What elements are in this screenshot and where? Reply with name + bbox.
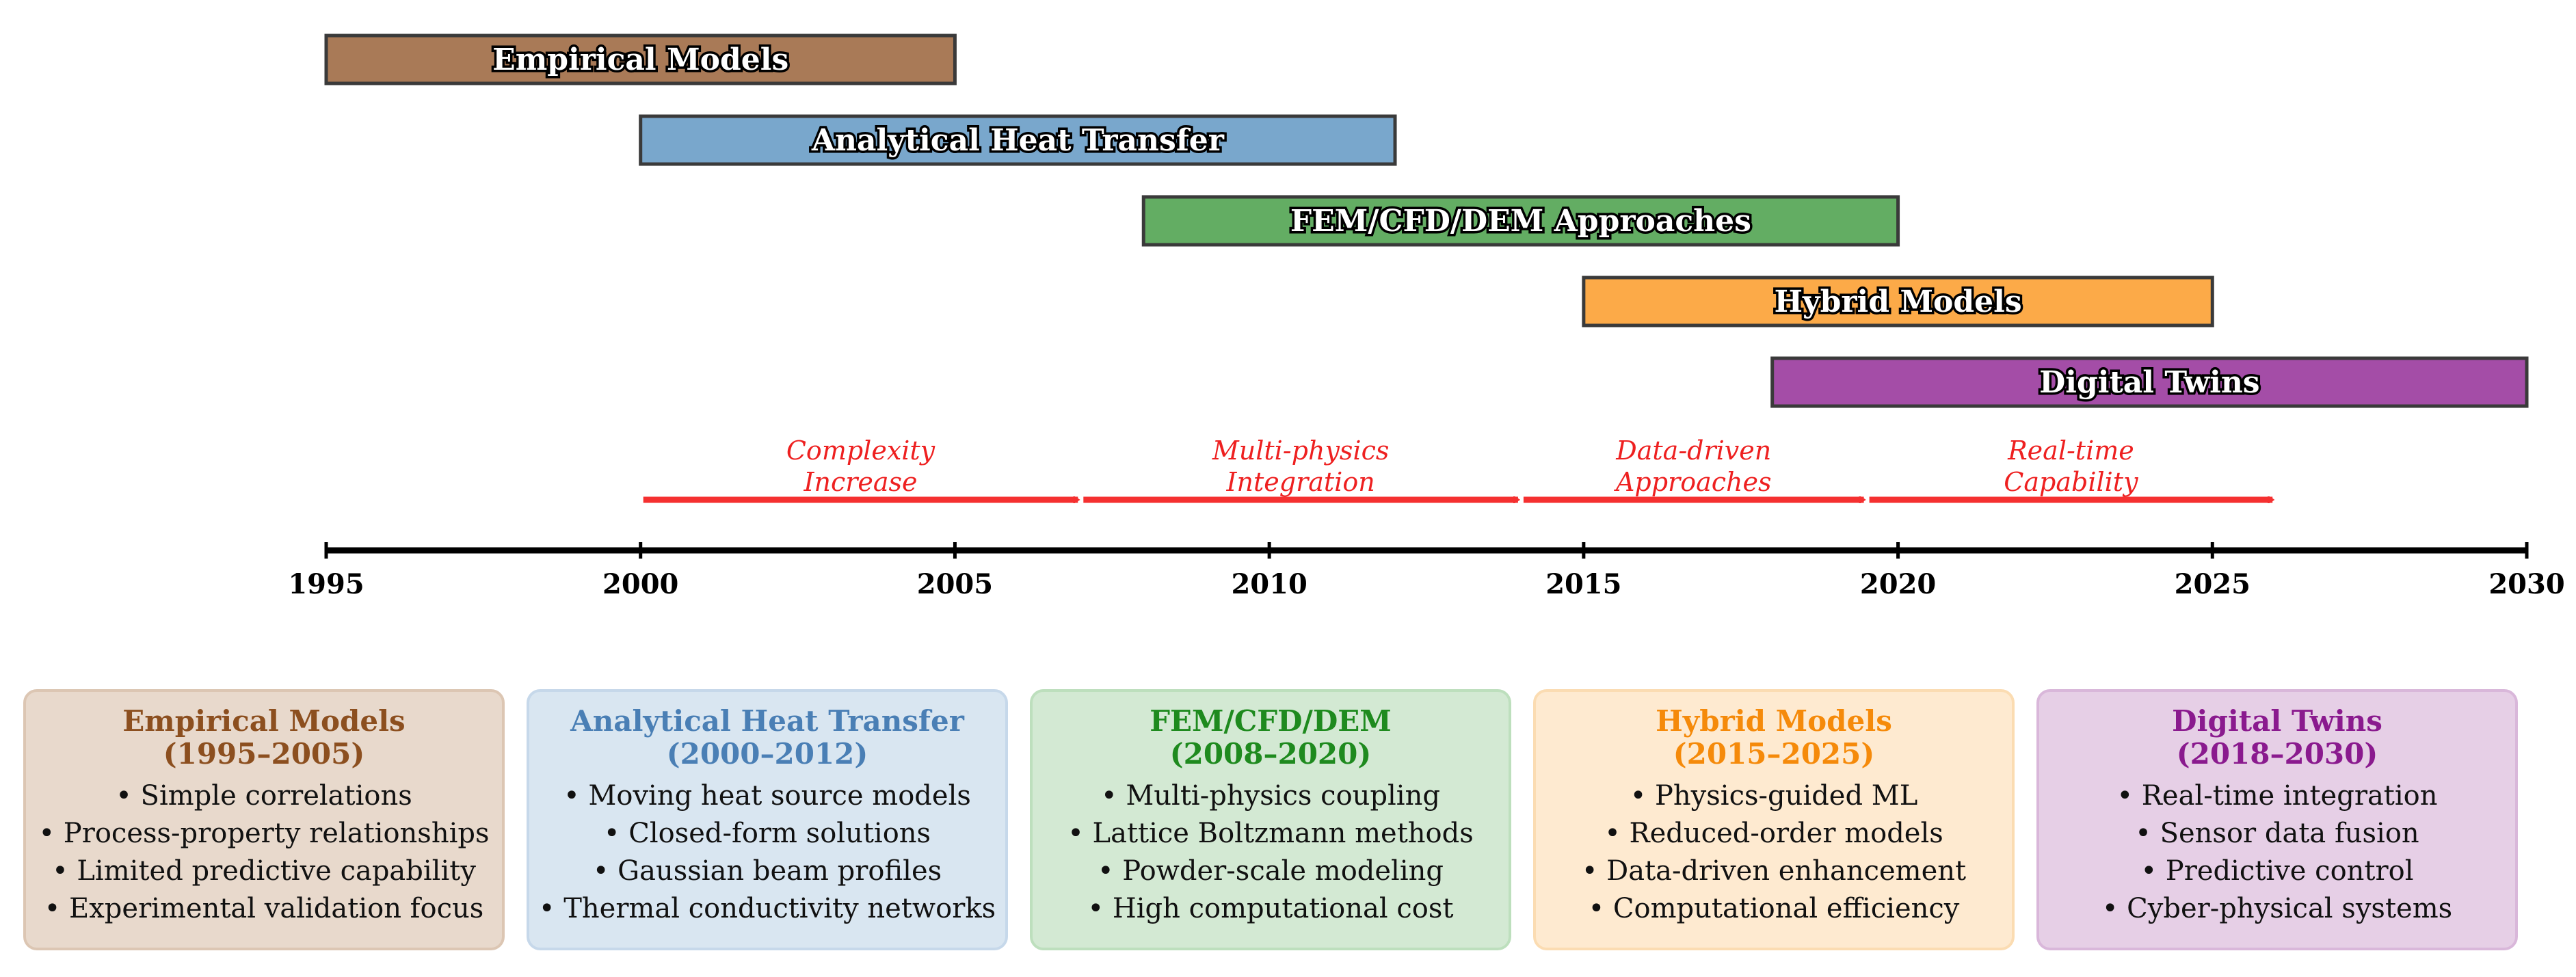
card-bullet-item: • Process-property relationships [38,818,489,849]
card-title: Analytical Heat Transfer [570,704,965,738]
transition-label-line2: Integration [1226,467,1375,497]
card-bullet-item: • Physics-guided ML [1630,780,1918,812]
card-period: (2015–2025) [1673,737,1875,771]
card-bullet-item: • Moving heat source models [563,780,971,812]
period-bar [324,34,957,85]
description-card [23,689,505,950]
card-bullet-item: • Data-driven enhancement [1582,855,1966,887]
card-bullet-item: • Lattice Boltzmann methods [1067,818,1474,849]
card-bullet-item: • Experimental validation focus [44,893,484,924]
card-period: (2008–2020) [1170,737,1372,771]
axis-tick-label: 2005 [917,568,993,600]
period-bar [1141,195,1900,247]
period-bar-label: Hybrid Models [1774,284,2021,319]
transition-label-line1: Complexity [786,436,935,466]
axis-tick-label: 2025 [2175,568,2250,600]
transition-label-line2: Capability [2004,467,2138,497]
axis-tick-label: 2010 [1231,568,1307,600]
card-period: (1995–2005) [163,737,365,771]
card-bullet-item: • Closed-form solutions [604,818,931,849]
card-bullet-item: • Limited predictive capability [52,855,476,887]
card-title: FEM/CFD/DEM [1150,704,1392,738]
card-bullet-item: • Predictive control [2141,855,2414,887]
transition-label-line2: Increase [803,467,917,497]
card-bullet-item: • High computational cost [1088,893,1454,924]
card-bullet-item: • Simple correlations [116,780,412,812]
period-bar-label: Analytical Heat Transfer [811,123,1225,158]
period-bar-label: Digital Twins [2039,365,2259,400]
card-period: (2018–2030) [2177,737,2378,771]
axis-tick-label: 2020 [1860,568,1936,600]
axis-tick-label: 2000 [602,568,678,600]
card-bullet-item: • Multi-physics coupling [1101,780,1440,812]
axis-tick-label: 1995 [288,568,364,600]
transition-label-line1: Multi-physics [1212,436,1390,466]
timeline-axis: 1995 2000 2005 2010 2015 2020 2025 2030 [288,542,2565,600]
card-bullet-item: • Computational efficiency [1589,893,1960,924]
card-title: Empirical Models [122,704,405,738]
period-bar [1582,276,2214,327]
transition-label-line1: Real-time [2007,436,2134,466]
card-title: Digital Twins [2172,704,2382,738]
axis-tick-label: 2030 [2488,568,2564,600]
transition-label-line2: Approaches [1614,467,1772,497]
description-card [527,689,1008,950]
period-bar-label: FEM/CFD/DEM Approaches [1290,204,1751,239]
card-bullet-item: • Powder-scale modeling [1098,855,1444,887]
card-bullet-item: • Real-time integration [2116,780,2437,812]
cards-layer: Empirical Models(1995–2005) • Simple corr… [23,689,2518,950]
card-bullet-item: • Cyber-physical systems [2102,893,2452,924]
axis-tick-label: 2015 [1545,568,1621,600]
period-bar-label: Empirical Models [492,42,788,77]
bars-layer: Empirical Models Analytical Heat Transfer… [324,34,2529,408]
description-card [1030,689,1511,950]
card-title: Hybrid Models [1656,704,1892,738]
card-bullet-item: • Sensor data fusion [2135,818,2419,849]
period-bar [1770,356,2529,408]
card-bullet-item: • Gaussian beam profiles [593,855,942,887]
card-bullet-item: • Reduced-order models [1604,818,1943,849]
period-bar [639,114,1397,166]
transition-label-line1: Data-driven [1615,436,1771,466]
card-period: (2000–2012) [667,737,868,771]
description-card [2036,689,2518,950]
card-bullet-item: • Thermal conductivity networks [539,893,996,924]
description-card [1533,689,2015,950]
